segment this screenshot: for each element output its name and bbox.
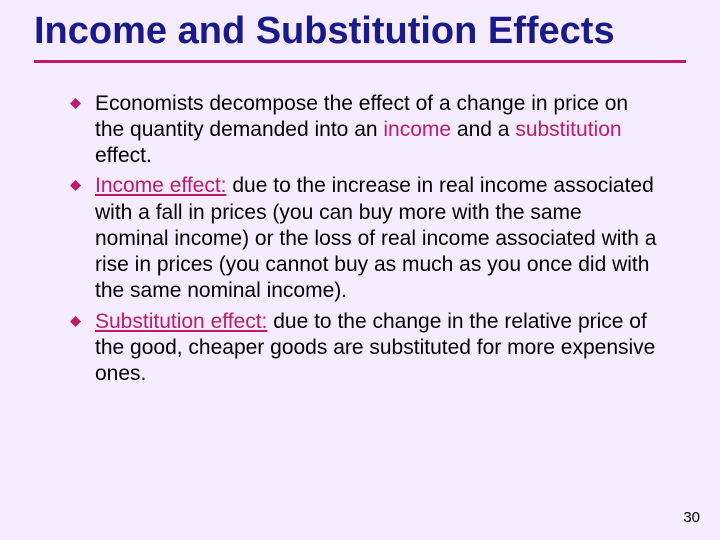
slide-title: Income and Substitution Effects [0,0,720,54]
text-run: and a [451,118,515,141]
slide: Income and Substitution Effects Economis… [0,0,720,540]
keyword: income [383,118,451,141]
body-content: Economists decompose the effect of a cha… [0,63,720,388]
keyword-underlined: Income effect: [95,174,227,197]
keyword: substitution [515,118,621,141]
item-text: Economists decompose the effect of a cha… [95,91,660,170]
diamond-bullet-icon [70,180,81,191]
page-number: 30 [683,509,700,526]
text-run: effect. [95,144,152,167]
list-item: Substitution effect: due to the change i… [70,309,660,388]
keyword-underlined: Substitution effect: [95,310,267,333]
item-text: Substitution effect: due to the change i… [95,309,660,388]
item-text: Income effect: due to the increase in re… [95,173,660,304]
list-item: Income effect: due to the increase in re… [70,173,660,304]
diamond-bullet-icon [70,316,81,327]
diamond-bullet-icon [70,98,81,109]
list-item: Economists decompose the effect of a cha… [70,91,660,170]
